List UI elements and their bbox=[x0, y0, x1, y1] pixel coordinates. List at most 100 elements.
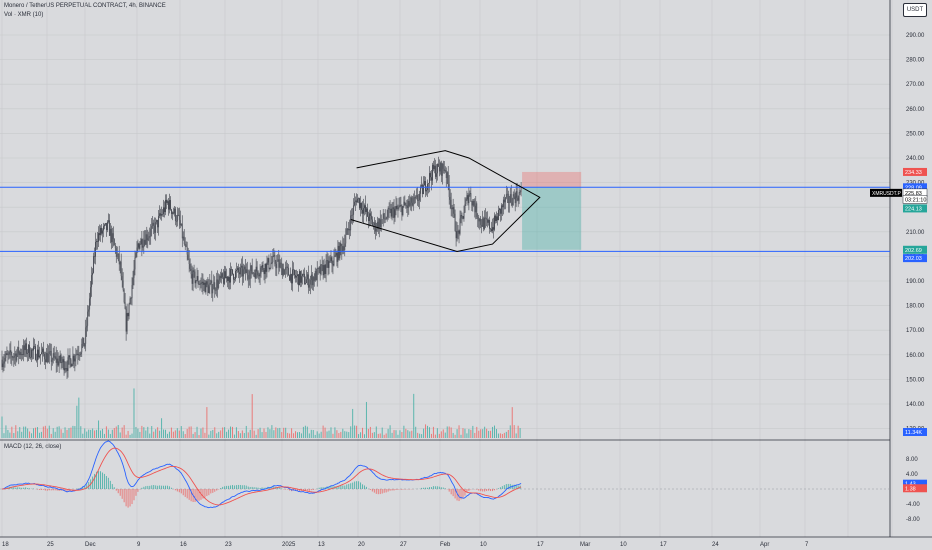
candle bbox=[473, 199, 475, 207]
candle bbox=[492, 218, 493, 234]
volume-bar bbox=[488, 430, 490, 438]
candle-body bbox=[504, 197, 506, 203]
candle bbox=[458, 229, 460, 244]
candle-body bbox=[77, 353, 79, 356]
candle-body bbox=[382, 213, 384, 220]
volume-bar bbox=[281, 432, 283, 438]
candle bbox=[207, 277, 209, 297]
candles bbox=[1, 156, 522, 380]
candle bbox=[331, 255, 333, 273]
candle bbox=[1, 350, 3, 370]
candle-body bbox=[247, 275, 249, 279]
time-tick-label: 7 bbox=[805, 542, 809, 548]
candle-body bbox=[438, 166, 440, 172]
volume-bar bbox=[245, 425, 247, 438]
candle bbox=[55, 346, 57, 373]
candle bbox=[6, 346, 8, 356]
candle bbox=[125, 306, 127, 341]
candle-body bbox=[350, 215, 352, 231]
candle-body bbox=[272, 255, 274, 263]
candle bbox=[454, 209, 456, 232]
volume-bar bbox=[334, 427, 336, 438]
candle-body bbox=[360, 202, 361, 209]
candle bbox=[287, 262, 289, 277]
candle bbox=[285, 261, 287, 278]
candle bbox=[451, 204, 453, 217]
candle-body bbox=[507, 193, 509, 203]
candle-body bbox=[406, 205, 408, 208]
candle bbox=[72, 346, 74, 367]
candle-body bbox=[37, 349, 38, 361]
macd-histogram-bar bbox=[432, 486, 434, 489]
candle-body bbox=[499, 208, 500, 211]
candle-body bbox=[202, 281, 204, 285]
candle-body bbox=[304, 282, 306, 284]
volume-bar bbox=[472, 425, 474, 438]
candle-body bbox=[320, 264, 322, 275]
volume-indicator-label: Vol · XMR (10) bbox=[4, 12, 44, 18]
candle-body bbox=[46, 352, 48, 363]
candle bbox=[372, 221, 374, 230]
candle bbox=[448, 175, 450, 205]
volume-bar bbox=[503, 432, 505, 438]
volume-bar bbox=[176, 428, 178, 438]
candle bbox=[439, 161, 441, 175]
candle-body bbox=[88, 309, 90, 312]
candle bbox=[92, 268, 94, 285]
candle bbox=[173, 206, 175, 217]
candle-body bbox=[19, 352, 21, 356]
macd-histogram-bar bbox=[188, 489, 190, 500]
macd-histogram-bar bbox=[257, 487, 259, 489]
candle bbox=[199, 279, 201, 291]
candle bbox=[405, 202, 407, 209]
candle-body bbox=[369, 213, 371, 216]
macd-histogram-bar bbox=[492, 489, 494, 492]
candle-body bbox=[355, 200, 357, 202]
candle bbox=[423, 176, 424, 195]
candle bbox=[94, 247, 95, 264]
candle bbox=[477, 213, 479, 228]
candle-body bbox=[131, 285, 133, 299]
volume-bar bbox=[513, 425, 515, 438]
candle-body bbox=[446, 172, 448, 179]
candle-body bbox=[233, 274, 234, 280]
candle bbox=[41, 343, 42, 355]
candle-body bbox=[401, 205, 403, 216]
volume-bar bbox=[261, 432, 263, 438]
candle-body bbox=[357, 198, 358, 203]
candle bbox=[121, 268, 123, 288]
volume-bar bbox=[377, 433, 379, 438]
macd-histogram-bar bbox=[194, 489, 196, 503]
candle bbox=[240, 258, 242, 277]
macd-histogram-bar bbox=[476, 489, 478, 490]
volume-bar bbox=[157, 427, 159, 438]
volume-bar bbox=[501, 433, 503, 438]
candle-body bbox=[336, 252, 338, 262]
candle-body bbox=[63, 359, 65, 371]
candle-body bbox=[485, 217, 487, 219]
candle bbox=[292, 260, 293, 292]
volume-bar bbox=[497, 433, 499, 438]
candle-body bbox=[174, 208, 176, 221]
macd-histogram-bar bbox=[480, 489, 482, 492]
macd-histogram-bar bbox=[131, 489, 133, 505]
volume-bar bbox=[350, 426, 352, 438]
volume-bar bbox=[15, 425, 17, 438]
macd-indicator-label: MACD (12, 26, close) bbox=[4, 444, 62, 450]
candle bbox=[170, 196, 171, 211]
candle bbox=[269, 267, 271, 271]
currency-button[interactable]: USDT bbox=[903, 3, 927, 17]
candle-body bbox=[2, 363, 4, 368]
candle bbox=[388, 202, 390, 219]
volume-bar bbox=[373, 432, 375, 438]
candle-body bbox=[393, 207, 395, 218]
candle-body bbox=[178, 214, 180, 221]
candle bbox=[441, 162, 443, 185]
macd-tick-label: 4.00 bbox=[906, 472, 918, 478]
macd-histogram-bar bbox=[233, 485, 235, 489]
volume-bar bbox=[419, 433, 421, 438]
candle bbox=[494, 212, 495, 232]
macd-histogram-bar bbox=[109, 480, 111, 489]
candle-body bbox=[417, 195, 419, 201]
